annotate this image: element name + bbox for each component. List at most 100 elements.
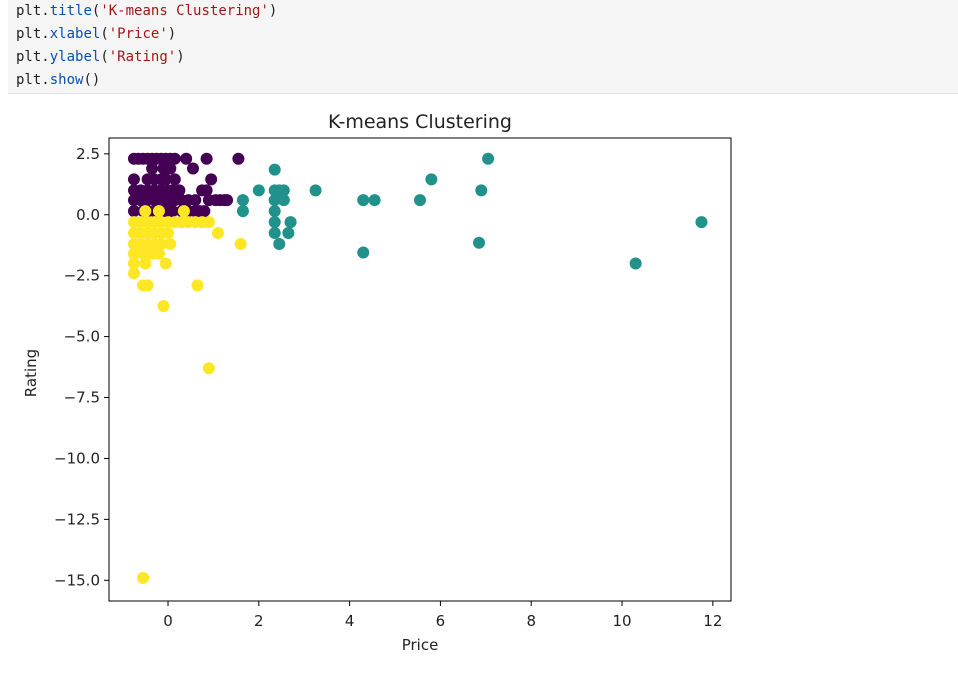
scatter-point [273, 238, 286, 251]
scatter-point [268, 194, 281, 207]
y-tick-label: −10.0 [54, 449, 100, 467]
scatter-point [127, 257, 140, 270]
scatter-point [164, 162, 177, 175]
scatter-point [202, 362, 215, 375]
scatter-point [139, 257, 152, 270]
code-object: plt [16, 26, 42, 42]
y-tick-label: −12.5 [54, 510, 100, 528]
x-axis-label: Price [402, 636, 439, 654]
plot-frame [108, 137, 732, 602]
code-function: ylabel [49, 49, 101, 65]
code-argument: 'Rating' [108, 49, 177, 65]
code-function: title [49, 3, 92, 19]
code-line: plt.xlabel('Price') [16, 26, 177, 42]
scatter-point [202, 216, 215, 229]
scatter-point [157, 300, 170, 313]
scatter-point [200, 184, 213, 197]
scatter-point [205, 173, 218, 186]
scatter-point [236, 194, 249, 207]
scatter-point [177, 205, 190, 218]
scatter-point [155, 238, 168, 251]
scatter-point [268, 163, 281, 176]
scatter-point [232, 152, 245, 165]
x-axis: 0 2 4 6 8 10 12 [163, 601, 722, 630]
y-tick-label: −15.0 [54, 571, 100, 589]
scatter-point [234, 238, 247, 251]
code-object: plt [16, 49, 42, 65]
x-tick-label: 10 [612, 612, 631, 630]
scatter-point [162, 227, 175, 240]
scatter-point [695, 216, 708, 229]
code-object: plt [16, 72, 42, 88]
scatter-point [473, 236, 486, 249]
scatter-point [191, 279, 204, 292]
scatter-points [127, 152, 708, 584]
scatter-point [221, 194, 234, 207]
scatter-point [200, 152, 213, 165]
code-argument: 'K-means Clustering' [100, 3, 269, 19]
code-function: show [49, 72, 84, 88]
code-cell[interactable]: plt.title('K-means Clustering') plt.xlab… [8, 0, 958, 94]
x-tick-label: 4 [345, 612, 355, 630]
scatter-point [137, 571, 150, 584]
scatter-point [284, 216, 297, 229]
x-tick-label: 2 [254, 612, 264, 630]
y-axis-label: Rating [22, 349, 40, 397]
scatter-point [236, 205, 249, 218]
code-line: plt.title('K-means Clustering') [16, 3, 278, 19]
scatter-point [252, 184, 265, 197]
scatter-point [159, 173, 172, 186]
scatter-point [166, 205, 179, 218]
scatter-point [425, 173, 438, 186]
x-tick-label: 0 [163, 612, 173, 630]
scatter-point [629, 257, 642, 270]
code-object: plt [16, 3, 42, 19]
scatter-point [186, 162, 199, 175]
y-tick-label: −7.5 [64, 389, 100, 407]
scatter-point [268, 205, 281, 218]
scatter-point [414, 194, 426, 207]
scatter-point [168, 152, 181, 165]
y-tick-label: −5.0 [64, 328, 100, 346]
scatter-point [152, 205, 165, 218]
x-tick-label: 12 [703, 612, 722, 630]
scatter-point [198, 205, 211, 218]
scatter-point [189, 194, 202, 207]
y-tick-label: −2.5 [64, 267, 100, 285]
y-tick-label: 2.5 [76, 145, 100, 163]
scatter-point [168, 173, 181, 186]
scatter-point [127, 267, 140, 280]
y-tick-label: 0.0 [76, 206, 100, 224]
scatter-point [268, 227, 281, 240]
scatter-point [211, 227, 224, 240]
scatter-point [277, 194, 290, 207]
scatter-point [357, 194, 370, 207]
code-argument: 'Price' [108, 26, 168, 42]
scatter-point [164, 238, 177, 251]
scatter-point [127, 205, 140, 218]
scatter-point [127, 173, 140, 186]
scatter-point [282, 227, 295, 240]
chart-title: K-means Clustering [328, 111, 512, 133]
code-line: plt.show() [16, 72, 101, 88]
scatter-point [357, 246, 370, 259]
scatter-point [368, 194, 381, 207]
scatter-point [141, 279, 154, 292]
scatter-point [173, 184, 186, 197]
scatter-point [277, 184, 290, 197]
code-function: xlabel [49, 26, 101, 42]
scatter-point [152, 247, 165, 260]
x-tick-label: 6 [436, 612, 446, 630]
x-tick-label: 8 [526, 612, 536, 630]
scatter-point [139, 205, 152, 218]
y-axis: 2.5 0.0 −2.5 −5.0 −7.5 −10.0 −12.5 −15.0 [54, 145, 109, 589]
scatter-point [146, 162, 159, 175]
code-line: plt.ylabel('Rating') [16, 49, 185, 65]
scatter-point [137, 247, 150, 260]
scatter-chart: K-means Clustering 0 2 4 6 8 10 12 2.5 0.0 −2.5 −… [22, 111, 732, 654]
scatter-point [309, 184, 322, 197]
scatter-point [180, 152, 193, 165]
scatter-point [127, 247, 140, 260]
scatter-point [268, 216, 281, 229]
scatter-point [475, 184, 488, 197]
